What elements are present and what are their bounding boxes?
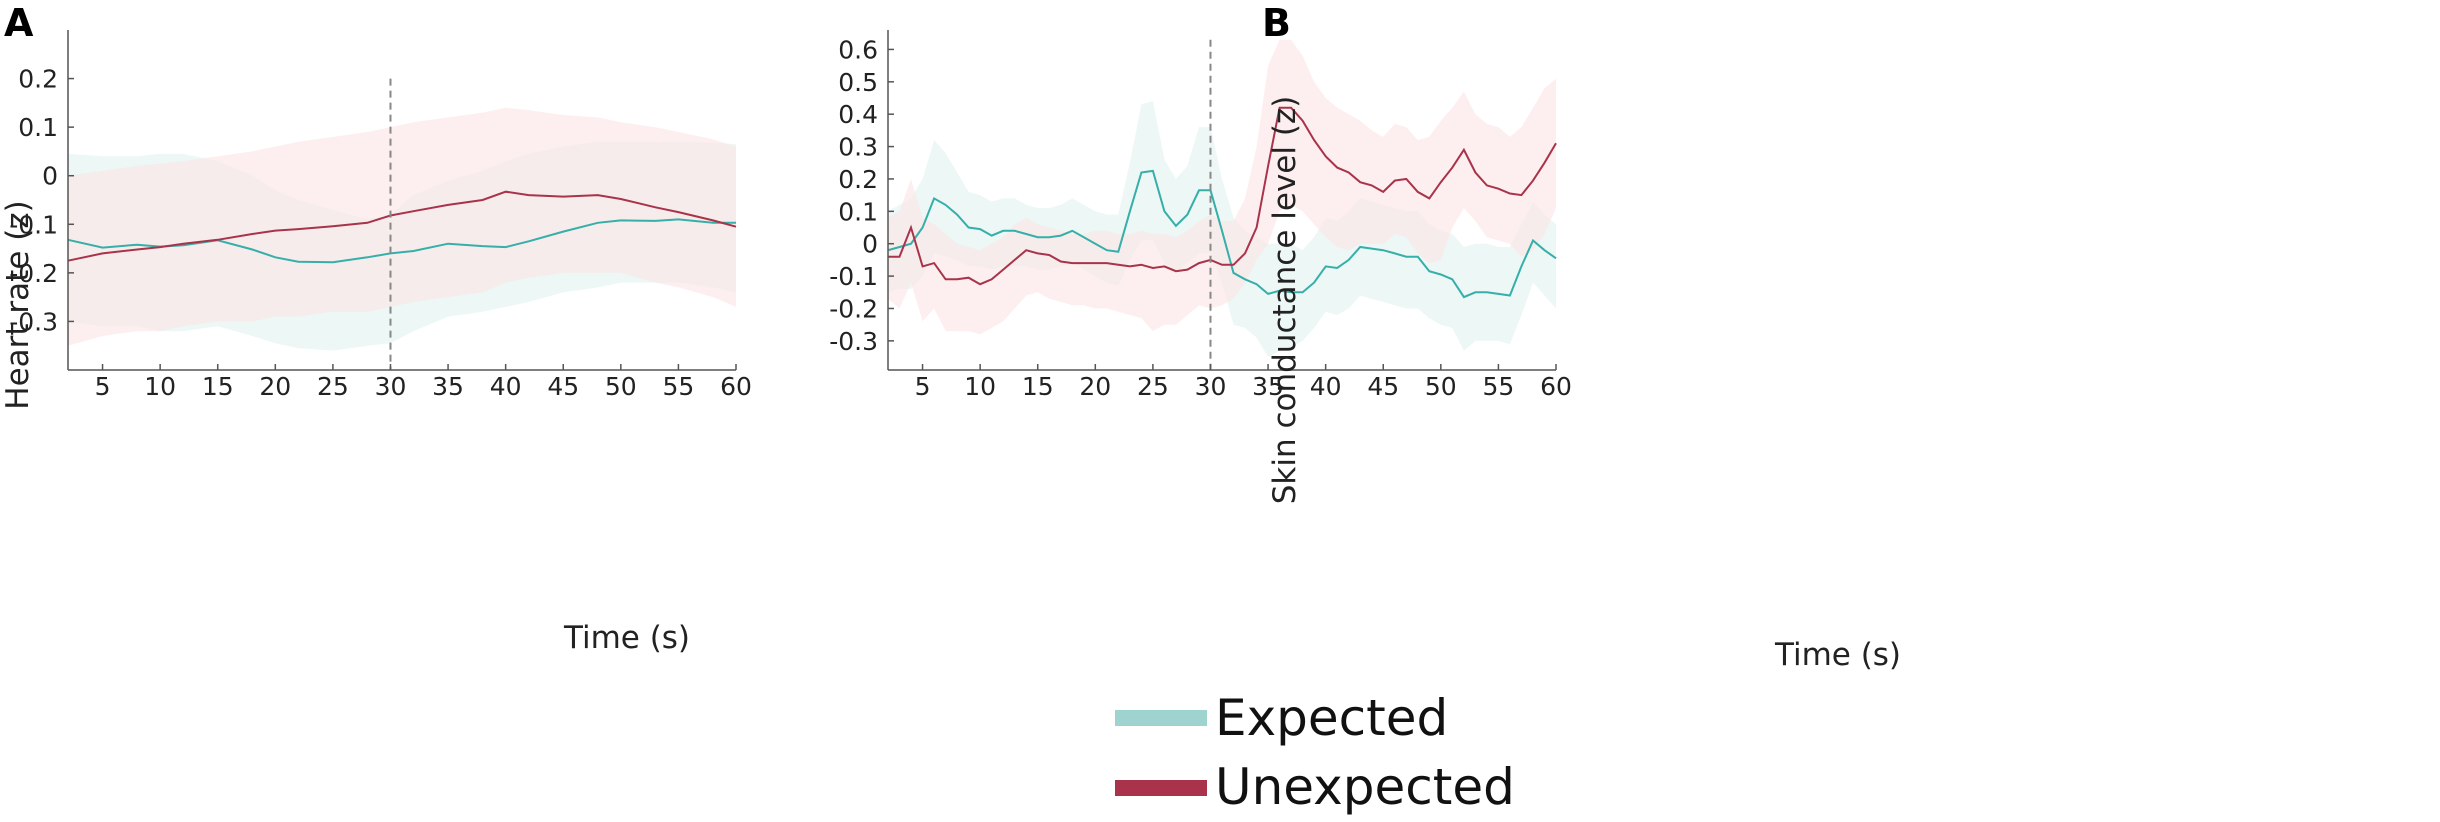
panel-a-xtick-label: 25 [317, 372, 349, 401]
panel-b-xtick-label: 20 [1079, 372, 1111, 401]
panel-a-xtick-label: 15 [202, 372, 234, 401]
figure-canvas: A 5 10 15 20 25 30 35 40 45 50 55 600.20.10-0.1-0.2… [0, 0, 2440, 818]
panel-b-ytick-label: 0 [862, 230, 878, 259]
panel-b-xtick-label: 15 [1022, 372, 1054, 401]
panel-a-xtick-label: 55 [663, 372, 695, 401]
legend-label-unexpected: Unexpected [1215, 758, 1515, 816]
panel-b-ytick-label: -0.2 [829, 294, 878, 323]
panel-a-ylabel: Heart rate (z) [0, 200, 36, 409]
panel-a-xlabel: Time (s) [563, 620, 690, 656]
panel-b-ytick-label: -0.1 [829, 262, 878, 291]
panel-a-xtick-label: 5 [95, 372, 111, 401]
panel-b-xlabel: Time (s) [1774, 637, 1901, 673]
legend-swatch-expected [1115, 710, 1207, 726]
panel-a-xtick-label: 30 [375, 372, 407, 401]
panel-b-xtick-label: 45 [1367, 372, 1399, 401]
panel-b-ytick-label: -0.3 [829, 327, 878, 356]
panel-b-xtick-label: 30 [1195, 372, 1227, 401]
panel-b-xtick-label: 50 [1425, 372, 1457, 401]
panel-b-xtick-label: 40 [1310, 372, 1342, 401]
legend: Expected Unexpected [1115, 689, 1515, 816]
legend-swatch-unexpected [1115, 780, 1207, 796]
panel-a-xtick-label: 50 [605, 372, 637, 401]
panel-b-ytick-label: 0.5 [838, 68, 878, 97]
panel-b-label: B [1262, 1, 1291, 45]
panel-a-bands [68, 108, 736, 351]
panel-b-bands [888, 40, 1556, 357]
panel-b-xtick-label: 55 [1483, 372, 1515, 401]
panel-b-xtick-label: 10 [964, 372, 996, 401]
panel-b-xtick-label: 25 [1137, 372, 1169, 401]
panel-a-ytick-label: 0 [42, 162, 58, 191]
panel-b-ytick-label: 0.4 [838, 100, 878, 129]
panel-b-skin-conductance: B 5 10 15 20 25 30 35 40 45 50 55 600.60.50.40.30.2… [829, 1, 1901, 673]
panel-b-ytick-label: 0.2 [838, 165, 878, 194]
panel-b-ylabel: Skin conductance level (z) [1267, 96, 1303, 505]
panel-a-ytick-label: 0.1 [18, 113, 58, 142]
panel-a-xtick-label: 40 [490, 372, 522, 401]
legend-label-expected: Expected [1215, 689, 1448, 747]
panel-b-ytick-label: 0.6 [838, 35, 878, 64]
panel-a-xtick-label: 10 [144, 372, 176, 401]
panel-a-xtick-label: 20 [259, 372, 291, 401]
panel-b-ytick-label: 0.3 [838, 133, 878, 162]
panel-a-ytick-label: 0.2 [18, 65, 58, 94]
panel-a-label: A [4, 1, 34, 45]
panel-a-heart-rate: A 5 10 15 20 25 30 35 40 45 50 55 600.20.10-0.1-0.2… [0, 1, 752, 656]
panel-b-xtick-label: 60 [1540, 372, 1572, 401]
panel-b-xtick-label: 5 [915, 372, 931, 401]
panel-b-ytick-label: 0.1 [838, 197, 878, 226]
panel-a-xtick-label: 45 [547, 372, 579, 401]
panel-a-xtick-label: 35 [432, 372, 464, 401]
figure: A 5 10 15 20 25 30 35 40 45 50 55 60 0.2 0.1 0 -0.1 -0.2… [0, 0, 2440, 818]
panel-a-xtick-label: 60 [720, 372, 752, 401]
